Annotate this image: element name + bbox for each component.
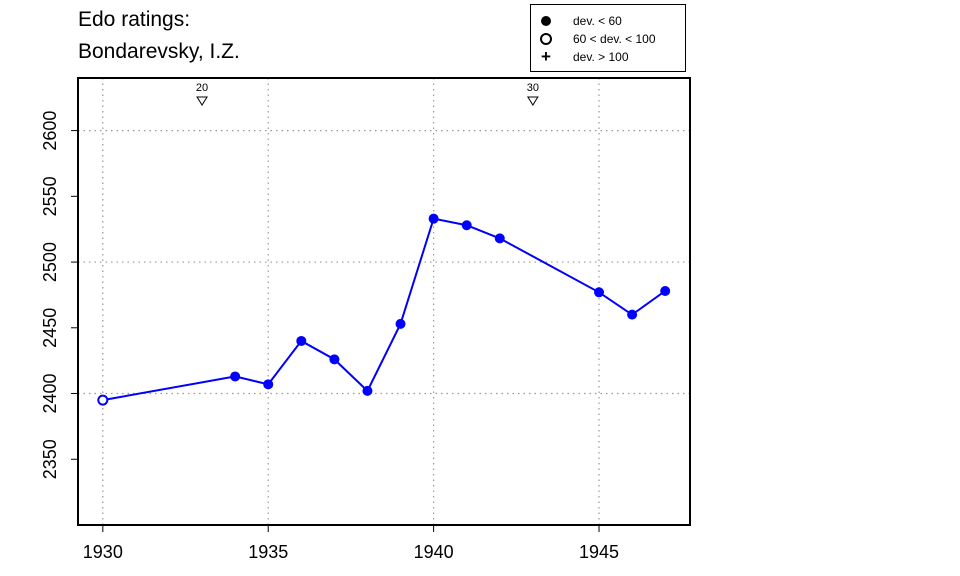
legend: dev. < 60 60 < dev. < 100 + dev. > 100 [530, 4, 686, 72]
series-layer [97, 213, 671, 406]
data-point [263, 379, 274, 390]
y-tick-label: 2450 [40, 308, 60, 348]
down-triangle-icon [196, 96, 208, 106]
legend-label: 60 < dev. < 100 [573, 32, 656, 46]
data-point [461, 220, 472, 231]
axis-layer: 1930 1935 1940 1945 2350 2400 2450 2500 2550 2600 [40, 111, 619, 562]
data-point [230, 371, 241, 382]
x-tick-label: 1935 [248, 542, 288, 562]
data-point [329, 354, 340, 365]
x-tick-label: 1930 [83, 542, 123, 562]
annotation-label: 30 [527, 82, 539, 94]
annotation-label: 20 [196, 82, 208, 94]
legend-label: dev. > 100 [573, 50, 629, 64]
x-tick-label: 1940 [414, 542, 454, 562]
legend-item-high-dev: + dev. > 100 [531, 48, 685, 66]
chart-title-line-1: Edo ratings: [78, 8, 191, 31]
plus-icon: + [541, 47, 551, 66]
y-tick-label: 2500 [40, 242, 60, 282]
series-line [102, 217, 666, 402]
annotation-layer: 20 30 [196, 82, 539, 106]
y-tick-label: 2400 [40, 374, 60, 414]
data-point [428, 213, 439, 224]
plot-frame [77, 77, 691, 526]
data-point [362, 385, 373, 396]
data-point [594, 287, 605, 298]
filled-circle-icon [539, 12, 553, 30]
open-circle-icon [539, 30, 553, 48]
data-point [627, 309, 638, 320]
y-tick-label: 2550 [40, 176, 60, 216]
y-tick-label: 2600 [40, 111, 60, 151]
grid-layer [78, 78, 690, 525]
legend-item-low-dev: dev. < 60 [531, 12, 685, 30]
data-point [97, 394, 109, 406]
legend-label: dev. < 60 [573, 14, 622, 28]
down-triangle-icon [526, 96, 539, 106]
data-point [660, 285, 671, 296]
data-point [494, 233, 505, 244]
x-tick-label: 1945 [579, 542, 619, 562]
data-point [296, 335, 307, 346]
chart-title-line-2: Bondarevsky, I.Z. [78, 40, 240, 63]
y-tick-label: 2350 [40, 439, 60, 479]
data-point [395, 318, 406, 329]
legend-item-mid-dev: 60 < dev. < 100 [531, 30, 685, 48]
